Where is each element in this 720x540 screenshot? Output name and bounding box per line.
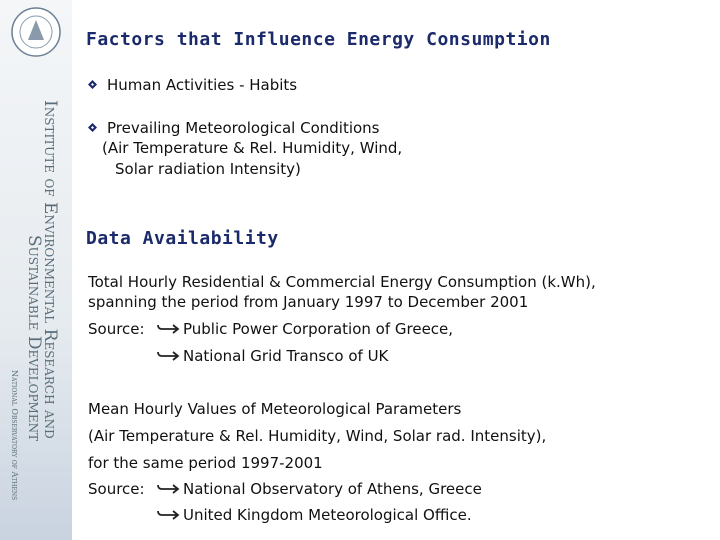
factor-line: (Air Temperature & Rel. Humidity, Wind, [102,139,403,157]
title: Factors that Influence Energy Consumptio… [86,29,551,50]
bullet [88,123,97,132]
section-title: Data Availability [86,228,279,249]
bullet [88,80,97,89]
factor-line: Solar radiation Intensity) [115,160,301,178]
source: United Kingdom Meteorological Office. [183,506,472,524]
block-line: Mean Hourly Values of Meteorological Par… [88,400,462,418]
factor-line: Prevailing Meteorological Conditions [107,119,380,137]
block-line: for the same period 1997-2001 [88,454,323,472]
block-line: Total Hourly Residential & Commercial En… [88,273,596,291]
source: National Observatory of Athens, Greece [183,480,482,498]
source-label: Source: [88,320,145,338]
logo [11,7,61,57]
source: Public Power Corporation of Greece, [183,320,454,338]
arrow [157,351,180,361]
source: National Grid Transco of UK [183,347,389,365]
factor-line: Human Activities - Habits [107,76,298,94]
sidebar: Institute of Environmental Research and … [0,0,72,540]
block-line: spanning the period from January 1997 to… [88,293,529,311]
observatory: National Observatory of Athens [10,370,19,501]
arrow [157,510,180,520]
institute-line1: Institute of Environmental Research and [40,100,60,439]
arrow [157,484,180,494]
institute-line2: Sustainable Development [24,235,44,442]
arrow [157,324,180,334]
block-line: (Air Temperature & Rel. Humidity, Wind, … [88,427,547,445]
source-label: Source: [88,480,145,498]
